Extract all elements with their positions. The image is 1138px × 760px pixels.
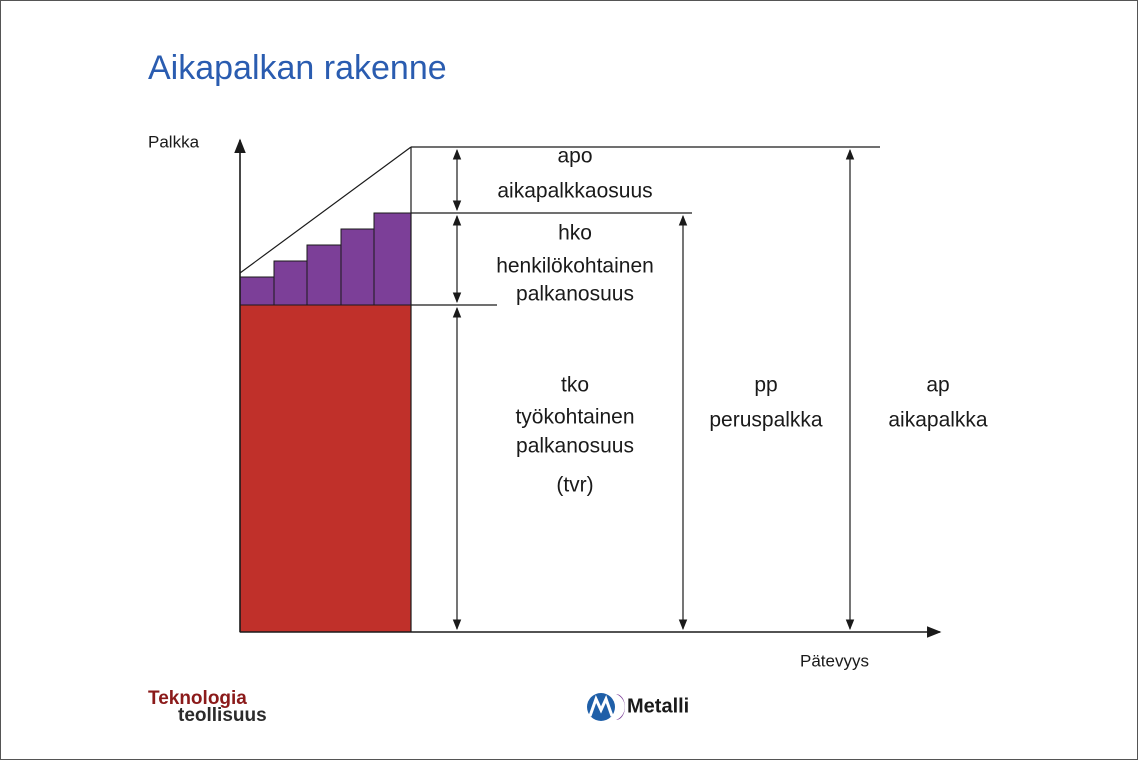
label: aikapalkkaosuus	[497, 180, 652, 203]
hko-steps	[239, 212, 412, 306]
dimension-arrows	[452, 148, 855, 631]
diagonal	[239, 146, 412, 274]
label: peruspalkka	[709, 409, 823, 432]
step	[273, 260, 308, 306]
x-axis-label: Pätevyys	[800, 651, 869, 670]
y-axis-label: Palkka	[148, 132, 200, 151]
logo-right: Metalli	[627, 695, 689, 717]
label: henkilökohtainen	[496, 255, 654, 278]
label: (tvr)	[556, 474, 593, 497]
label: ap	[926, 374, 949, 397]
label: palkanosuus	[516, 435, 634, 458]
label: hko	[558, 222, 592, 245]
step	[340, 228, 375, 306]
metalli-icon	[587, 693, 625, 721]
step	[373, 212, 412, 306]
label: aikapalkka	[888, 409, 988, 432]
logo-left-line1: Teknologia	[148, 688, 247, 709]
title: Aikapalkan rakenne	[148, 49, 447, 87]
step	[239, 276, 275, 306]
label: apo	[557, 145, 592, 168]
tko-block	[239, 304, 412, 633]
label: työkohtainen	[515, 406, 634, 429]
logo-left-line2: teollisuus	[178, 705, 267, 726]
label: palkanosuus	[516, 283, 634, 306]
step	[306, 244, 342, 306]
label: pp	[754, 374, 777, 397]
label: tko	[561, 374, 589, 397]
